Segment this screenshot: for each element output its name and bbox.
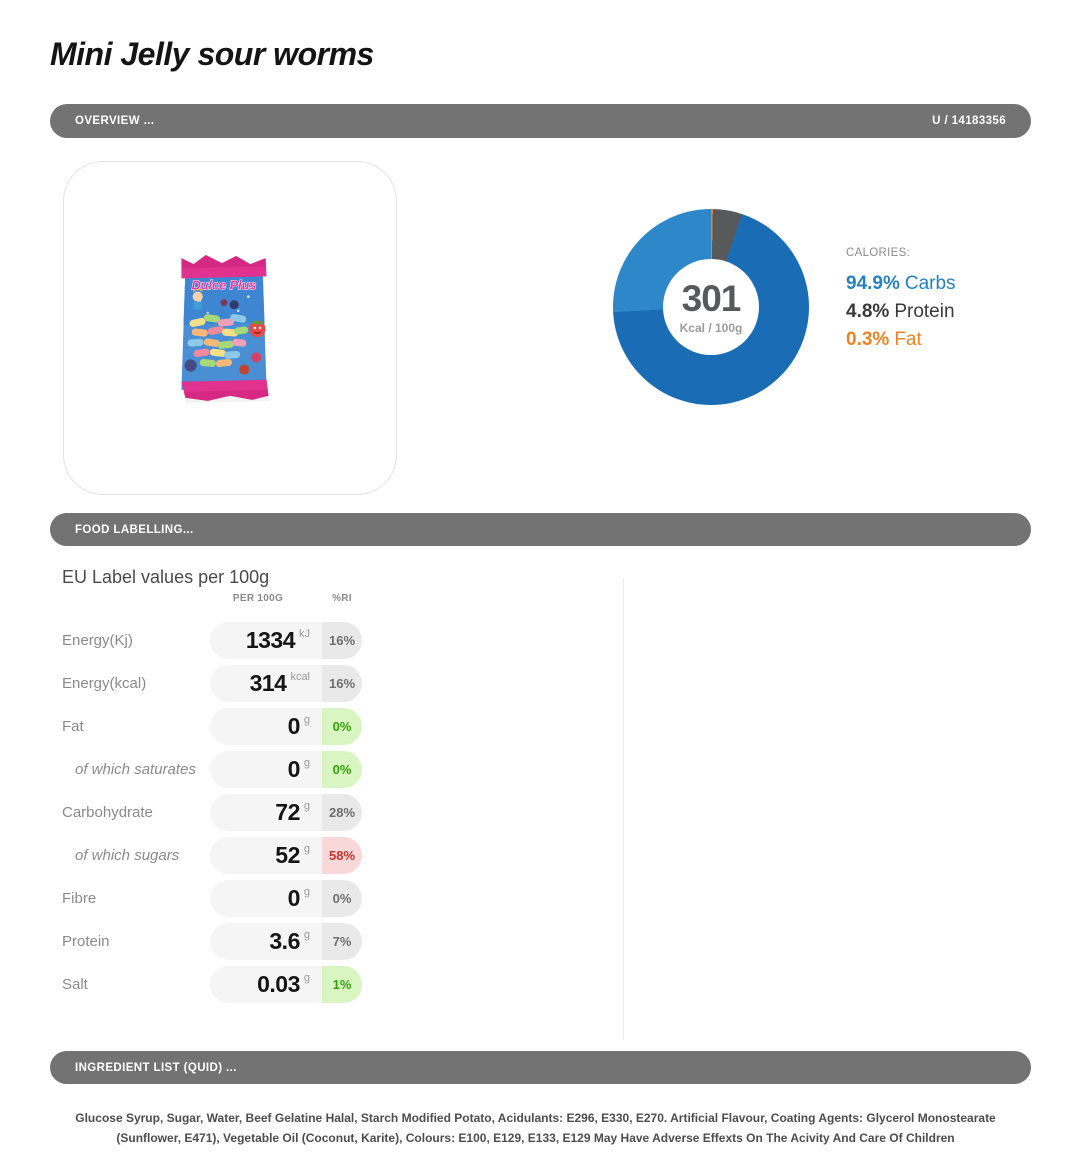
berry-characters <box>184 299 262 375</box>
row-label: of which saturates <box>75 761 196 778</box>
row-unit: g <box>303 972 310 984</box>
table-row-protein: Protein 3.6 g 7% <box>62 920 372 963</box>
page-title: Mini Jelly sour worms <box>50 36 374 72</box>
food-labelling-section-bar[interactable]: FOOD LABELLING... <box>50 513 1031 546</box>
row-value: 0 <box>287 713 301 739</box>
row-unit: g <box>303 757 310 769</box>
row-label: Salt <box>62 976 88 993</box>
carbs-label: Carbs <box>904 273 956 294</box>
strawberry-character <box>249 319 266 338</box>
column-header-per-100g: PER 100G <box>232 593 284 604</box>
fat-percent: 0.3% <box>846 329 890 350</box>
calories-legend: CALORIES: 94.9% Carbs 4.8% Protein 0.3% Fat <box>846 247 956 354</box>
row-unit: kcal <box>290 671 310 683</box>
overview-section-bar[interactable]: OVERVIEW ... U / 14183356 <box>50 104 1031 138</box>
row-value: 72 <box>275 799 300 825</box>
row-value: 314 <box>249 670 287 696</box>
protein-label: Protein <box>894 301 955 322</box>
ingredient-list-text: Glucose Syrup, Sugar, Water, Beef Gelati… <box>75 1111 996 1145</box>
overview-section-label: OVERVIEW ... <box>75 115 155 127</box>
row-ri-badge: 0% <box>322 880 362 917</box>
table-row-energy-kcal: Energy(kcal) 314 kcal 16% <box>62 662 372 705</box>
ingredient-list-section-label: INGREDIENT LIST (QUID) ... <box>75 1061 237 1074</box>
row-value: 0 <box>287 885 301 911</box>
product-image-card: Dulce Plus <box>63 161 397 495</box>
eu-label-heading: EU Label values per 100g <box>62 567 270 587</box>
food-labelling-section-label: FOOD LABELLING... <box>75 523 194 536</box>
boy-character <box>192 288 203 310</box>
row-unit: g <box>303 800 310 812</box>
row-ri-badge: 16% <box>322 665 362 702</box>
legend-item-fat: 0.3% Fat <box>846 326 956 354</box>
row-value: 1334 <box>245 627 296 653</box>
row-label: of which sugars <box>75 847 180 864</box>
kcal-unit: Kcal / 100g <box>679 320 743 335</box>
row-value: 3.6 <box>269 928 300 954</box>
row-unit: g <box>303 714 310 726</box>
table-row-fat: Fat 0 g 0% <box>62 705 372 748</box>
jelly-worms <box>187 314 249 368</box>
table-row-sugars: of which sugars 52 g 58% <box>62 834 372 877</box>
row-ri-badge: 16% <box>322 622 362 659</box>
table-row-salt: Salt 0.03 g 1% <box>62 963 372 1006</box>
row-ri-badge: 1% <box>322 966 362 1003</box>
row-value: 0.03 <box>257 971 300 997</box>
legend-title: CALORIES: <box>846 247 911 259</box>
row-value: 0 <box>287 756 301 782</box>
row-ri-badge: 0% <box>322 751 362 788</box>
row-ri-badge: 7% <box>322 923 362 960</box>
row-unit: g <box>303 886 310 898</box>
row-ri-badge: 0% <box>322 708 362 745</box>
row-label: Fat <box>62 718 84 735</box>
nutrition-table: Energy(Kj) 1334 kJ 16% Energy(kcal) 314 kca… <box>62 619 372 1006</box>
table-row-carbohydrate: Carbohydrate 72 g 28% <box>62 791 372 834</box>
table-row-fibre: Fibre 0 g 0% <box>62 877 372 920</box>
carbs-percent: 94.9% <box>846 273 900 294</box>
table-row-energy-kj: Energy(Kj) 1334 kJ 16% <box>62 619 372 662</box>
row-label: Carbohydrate <box>62 804 153 821</box>
row-ri-badge: 58% <box>322 837 362 874</box>
calories-donut-chart: 301 Kcal / 100g <box>613 209 809 405</box>
product-image: Dulce Plus <box>181 255 270 403</box>
row-unit: kJ <box>299 628 310 640</box>
row-label: Energy(kcal) <box>62 675 147 692</box>
product-code: U / 14183356 <box>932 115 1006 127</box>
legend-item-protein: 4.8% Protein <box>846 298 956 326</box>
table-row-saturates: of which saturates 0 g 0% <box>62 748 372 791</box>
brand-text: Dulce Plus <box>192 278 257 292</box>
row-label: Fibre <box>62 890 97 907</box>
row-ri-badge: 28% <box>322 794 362 831</box>
row-label: Energy(Kj) <box>62 632 133 649</box>
column-header-ri: %RI <box>332 593 352 604</box>
protein-percent: 4.8% <box>846 301 890 322</box>
kcal-value: 301 <box>681 277 742 319</box>
legend-item-carbs: 94.9% Carbs <box>846 270 956 298</box>
ingredient-list-section-bar[interactable]: INGREDIENT LIST (QUID) ... <box>50 1051 1031 1084</box>
fat-label: Fat <box>894 329 922 350</box>
row-label: Protein <box>62 933 110 950</box>
row-value: 52 <box>275 842 300 868</box>
vertical-divider <box>623 578 624 1040</box>
donut-center: 301 Kcal / 100g <box>663 259 759 355</box>
row-unit: g <box>303 929 310 941</box>
row-unit: g <box>303 843 310 855</box>
